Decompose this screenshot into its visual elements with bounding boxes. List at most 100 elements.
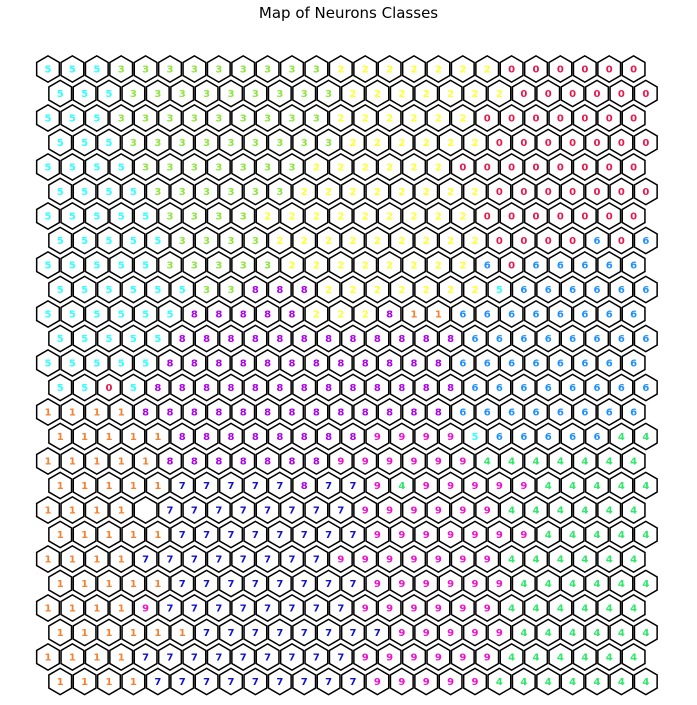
neuron-class-label: 4 (642, 677, 649, 688)
neuron-hex (487, 128, 512, 157)
neuron-class-label: 5 (81, 285, 88, 296)
neuron-class-label: 9 (374, 579, 381, 590)
neuron-hex (609, 226, 634, 255)
neuron-hex (157, 594, 183, 622)
neuron-class-label: 7 (228, 677, 235, 688)
neuron-hex (511, 275, 536, 304)
neuron-class-label: 8 (398, 334, 405, 345)
neuron-hex (401, 55, 427, 83)
neuron-hex (511, 471, 536, 500)
neuron-class-label: 5 (118, 359, 125, 370)
neuron-class-label: 4 (630, 457, 637, 468)
neuron-class-label: 0 (581, 163, 588, 174)
neuron-hex (206, 153, 231, 181)
neuron-hex (133, 496, 158, 524)
neuron-hex (304, 496, 329, 524)
neuron-hex (511, 128, 536, 157)
neuron-class-label: 7 (228, 579, 235, 590)
neuron-hex (170, 569, 195, 598)
neuron-hex (584, 520, 610, 549)
neuron-hex (48, 275, 73, 304)
neuron-class-label: 0 (569, 138, 576, 149)
neuron-class-label: 9 (423, 677, 430, 688)
neuron-hex (109, 55, 134, 83)
neuron-hex (523, 300, 549, 328)
neuron-class-label: 2 (374, 236, 381, 247)
neuron-class-label: 8 (301, 383, 308, 394)
neuron-hex (584, 373, 610, 402)
neuron-class-label: 0 (533, 114, 540, 125)
neuron-class-label: 8 (252, 285, 259, 296)
neuron-hex (414, 128, 439, 157)
neuron-hex (462, 177, 488, 206)
neuron-class-label: 1 (69, 408, 76, 419)
neuron-class-label: 8 (264, 457, 271, 468)
neuron-hex (243, 471, 268, 500)
neuron-class-label: 7 (325, 579, 332, 590)
neuron-class-label: 6 (630, 408, 637, 419)
neuron-class-label: 3 (154, 187, 161, 198)
neuron-hex (597, 251, 622, 279)
neuron-hex (35, 447, 61, 475)
neuron-hex (609, 373, 634, 402)
neuron-class-label: 9 (386, 506, 393, 517)
neuron-class-label: 9 (398, 628, 405, 639)
neuron-hex (328, 594, 353, 622)
neuron-class-label: 6 (533, 359, 540, 370)
neuron-hex (621, 643, 646, 671)
neuron-hex (170, 667, 195, 696)
neuron-hex (279, 496, 305, 524)
neuron-class-label: 5 (142, 359, 149, 370)
neuron-hex (377, 447, 402, 475)
neuron-hex (499, 545, 524, 573)
neuron-hex (96, 373, 122, 402)
neuron-hex (414, 471, 439, 500)
neuron-class-label: 6 (557, 359, 564, 370)
neuron-hex (279, 251, 305, 279)
neuron-hex (170, 226, 195, 255)
neuron-class-label: 5 (106, 285, 113, 296)
neuron-class-label: 7 (167, 604, 174, 615)
neuron-class-label: 5 (472, 432, 479, 443)
neuron-class-label: 0 (557, 212, 564, 223)
neuron-class-label: 6 (606, 408, 613, 419)
neuron-hex (304, 55, 329, 83)
neuron-hex (560, 667, 585, 696)
neuron-hex (218, 275, 244, 304)
neuron-hex (377, 594, 402, 622)
neuron-class-label: 8 (374, 383, 381, 394)
neuron-class-label: 3 (167, 261, 174, 272)
neuron-class-label: 1 (106, 677, 113, 688)
neuron-hex (353, 300, 378, 328)
neuron-hex (60, 594, 85, 622)
neuron-class-label: 9 (411, 457, 418, 468)
neuron-hex (35, 398, 61, 426)
neuron-hex (511, 520, 536, 549)
neuron-class-label: 2 (289, 261, 296, 272)
neuron-hex (560, 422, 585, 451)
neuron-hex (48, 79, 73, 108)
neuron-class-label: 9 (472, 579, 479, 590)
neuron-class-label: 3 (228, 138, 235, 149)
neuron-hex (548, 545, 573, 573)
neuron-class-label: 7 (203, 530, 210, 541)
neuron-hex (487, 79, 512, 108)
neuron-hex (536, 422, 561, 451)
neuron-hex (572, 251, 597, 279)
neuron-hex (267, 275, 292, 304)
neuron-hex (389, 569, 414, 598)
neuron-class-label: 2 (398, 236, 405, 247)
neuron-class-label: 2 (472, 285, 479, 296)
neuron-hex (401, 643, 427, 671)
neuron-class-label: 7 (276, 579, 283, 590)
neuron-hex (157, 447, 183, 475)
neuron-hex (182, 104, 207, 132)
neuron-hex (109, 447, 134, 475)
neuron-hex (560, 373, 585, 402)
neuron-class-label: 4 (557, 457, 564, 468)
neuron-hex (304, 349, 329, 377)
neuron-hex (121, 275, 146, 304)
neuron-hex (536, 275, 561, 304)
neuron-hex (621, 496, 646, 524)
neuron-hex (462, 569, 488, 598)
